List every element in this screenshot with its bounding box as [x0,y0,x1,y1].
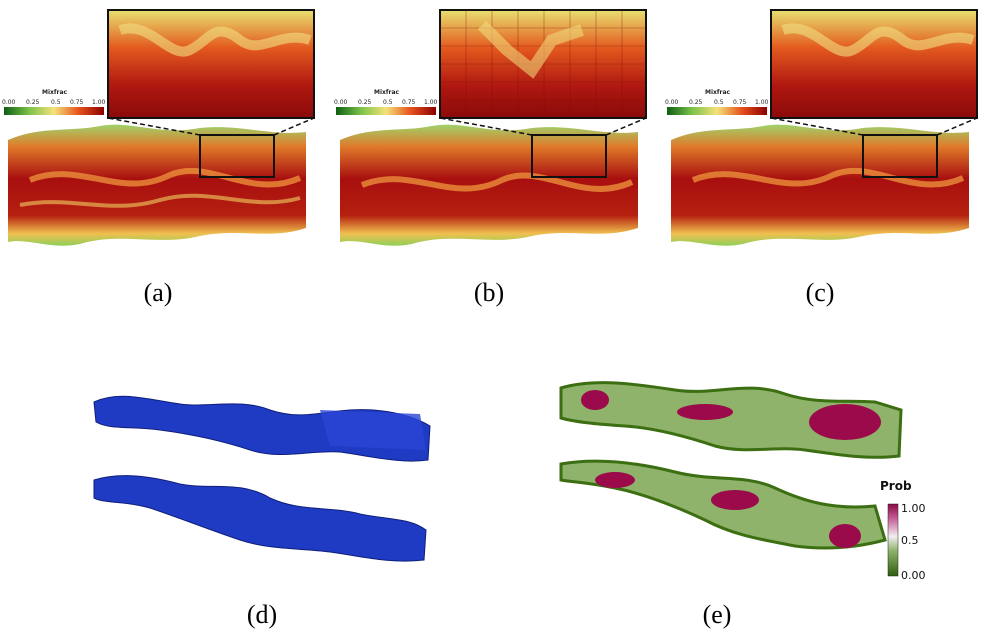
mixfrac-field-c: Mixfrac 0.00 0.25 0.5 0.75 1.00 [665,9,978,246]
colorbar-b [336,107,436,115]
caption-d: (d) [246,600,278,629]
panel-e: Prob 1.00 0.5 0.00 [555,370,926,590]
colorbar-tick: 0.25 [689,99,703,106]
caption-e: (e) [702,600,732,629]
colorbar-e [887,503,899,577]
caption-b: (b) [473,278,505,307]
colorbar-tick: 0.5 [901,534,919,547]
colorbar-title-b: Mixfrac [374,89,400,96]
colorbar-tick: 1.00 [424,99,438,106]
colorbar-tick: 0.00 [665,99,679,106]
colorbar-tick: 0.00 [334,99,348,106]
caption-c: (c) [805,278,835,307]
probability-field-e: Prob 1.00 0.5 0.00 [559,381,926,582]
colorbar-tick: 0.75 [402,99,416,106]
colorbar-tick: 0.5 [383,99,393,106]
colorbar-tick: 0.00 [901,569,925,582]
caption-a: (a) [143,278,173,307]
colorbar-tick: 0.75 [733,99,747,106]
colorbar-tick: 0.5 [714,99,724,106]
colorbar-tick: 0.75 [70,99,84,106]
iso-surface-d [93,395,431,562]
colorbar-tick: 0.00 [2,99,16,106]
mixfrac-field-b: Mixfrac 0.00 0.25 0.5 0.75 1.00 [334,9,647,246]
colorbar-title-a: Mixfrac [42,89,68,96]
colorbar-tick: 0.25 [358,99,372,106]
colorbar-tick: 0.5 [51,99,61,106]
colorbar-tick: 1.00 [755,99,769,106]
panel-d [90,380,440,580]
colorbar-a [4,107,104,115]
colorbar-tick: 1.00 [92,99,106,106]
colorbar-tick: 0.25 [26,99,40,106]
mixfrac-field-a: Mixfrac 0.00 0.25 0.5 0.75 1.00 [2,9,315,246]
colorbar-tick: 1.00 [901,502,925,515]
colorbar-title-c: Mixfrac [705,89,731,96]
colorbar-title-e: Prob [880,479,912,493]
panel-c: Mixfrac 0.00 0.25 0.5 0.75 1.00 [663,0,983,260]
panel-a: Mixfrac 0.00 0.25 0.5 0.75 1.00 [0,0,320,260]
colorbar-c [667,107,767,115]
panel-b: Mixfrac 0.00 0.25 0.5 0.75 1.00 [332,0,652,260]
